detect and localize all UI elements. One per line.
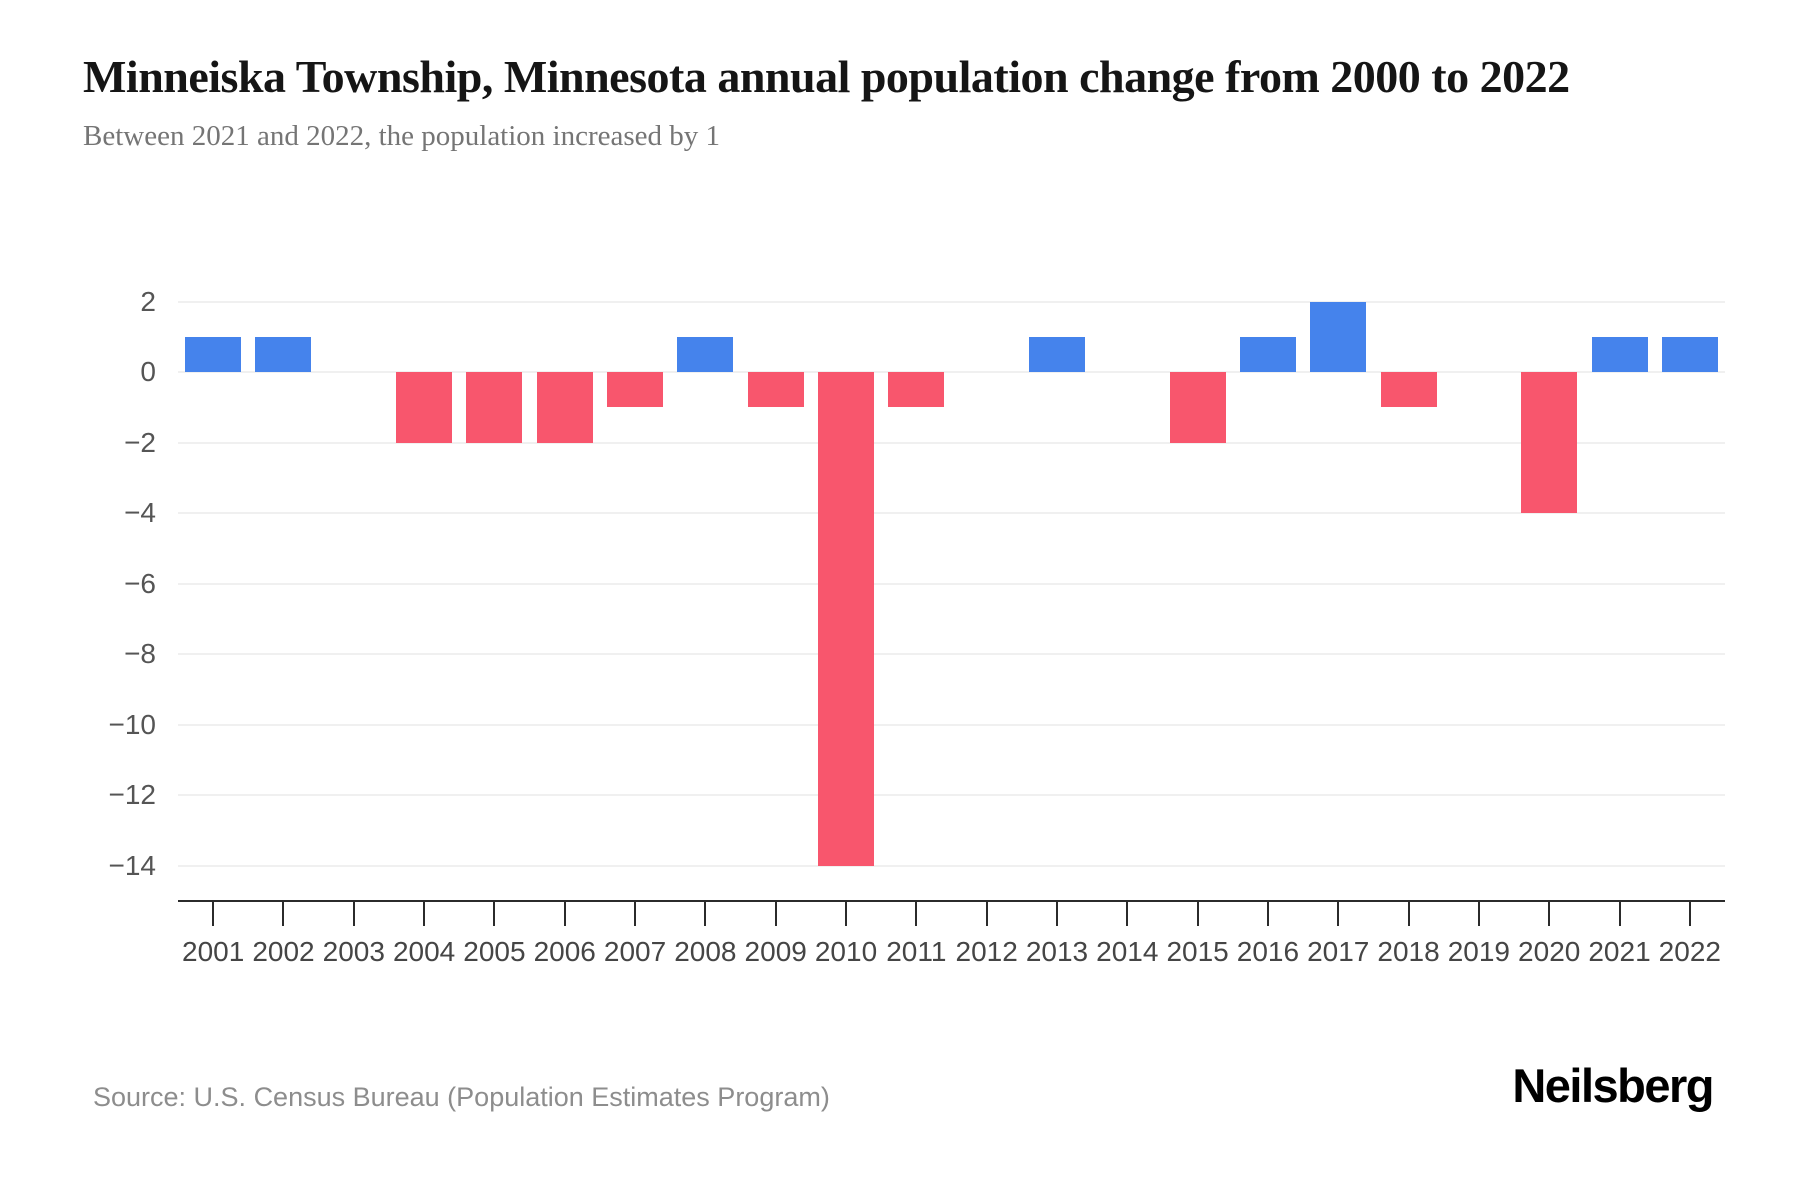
x-axis-tick-label: 2022 bbox=[1658, 936, 1721, 967]
bar-2002 bbox=[255, 336, 312, 372]
x-axis-tick bbox=[985, 902, 988, 926]
gridline bbox=[178, 300, 1725, 303]
x-axis-tick-label: 2018 bbox=[1377, 936, 1440, 967]
bar-2020 bbox=[1521, 372, 1578, 513]
x-axis-tick bbox=[212, 902, 215, 926]
x-axis-tick-label: 2003 bbox=[322, 936, 385, 967]
zero-gridline bbox=[178, 371, 1725, 373]
gridline bbox=[178, 512, 1725, 514]
x-axis-tick bbox=[845, 902, 848, 926]
x-axis-labels: 2001 2002 2003 2004 2005 2006 2007 2008 2009 2010… bbox=[178, 936, 1725, 972]
y-axis-tick-label: 2 bbox=[140, 285, 156, 317]
brand-logo: Neilsberg bbox=[1512, 1059, 1714, 1112]
source-text: Source: U.S. Census Bureau (Population E… bbox=[93, 1082, 830, 1112]
bar-2007 bbox=[607, 372, 664, 408]
gridline bbox=[178, 582, 1725, 585]
gridline bbox=[178, 794, 1725, 796]
y-axis-labels: 2 0 −2 −4 −6 −8 −10 −12 −14 bbox=[0, 250, 157, 900]
y-axis-tick-label: −12 bbox=[108, 779, 157, 810]
bar-2006 bbox=[536, 372, 593, 443]
x-axis-tick bbox=[493, 902, 496, 926]
x-axis-tick bbox=[774, 902, 777, 926]
plot-area bbox=[178, 250, 1725, 902]
bar-2008 bbox=[677, 336, 734, 372]
x-axis-tick-label: 2017 bbox=[1307, 936, 1370, 967]
x-axis-tick bbox=[282, 902, 285, 926]
x-axis-tick bbox=[1548, 902, 1551, 926]
gridline bbox=[178, 723, 1725, 726]
bar-2011 bbox=[888, 372, 945, 408]
x-axis-tick bbox=[1618, 902, 1621, 926]
x-axis-tick-label: 2021 bbox=[1588, 936, 1651, 967]
bar-2001 bbox=[185, 336, 242, 372]
y-axis-tick-label: −6 bbox=[124, 567, 156, 599]
x-axis-tick-label: 2015 bbox=[1166, 936, 1229, 967]
x-axis-tick bbox=[352, 902, 355, 926]
x-axis-tick bbox=[1407, 902, 1410, 926]
x-axis-tick bbox=[704, 902, 707, 926]
x-axis-tick bbox=[1337, 902, 1340, 926]
bar-2022 bbox=[1661, 336, 1718, 372]
x-axis-tick bbox=[423, 902, 426, 926]
y-axis-tick-label: 0 bbox=[140, 356, 156, 387]
x-axis-tick bbox=[915, 902, 918, 926]
x-axis-tick-label: 2008 bbox=[674, 936, 737, 967]
x-axis-tick-label: 2009 bbox=[744, 936, 807, 967]
x-axis-tick-label: 2012 bbox=[955, 936, 1018, 967]
x-axis-tick-label: 2010 bbox=[814, 936, 878, 967]
x-axis-tick-label: 2016 bbox=[1236, 936, 1300, 967]
bar-2010 bbox=[818, 372, 875, 866]
y-axis-tick-label: −8 bbox=[124, 638, 156, 669]
x-axis-tick-label: 2013 bbox=[1025, 936, 1089, 967]
y-axis-tick-label: −4 bbox=[124, 497, 156, 528]
x-axis-tick-label: 2002 bbox=[252, 936, 315, 967]
x-axis-tick-label: 2006 bbox=[533, 936, 596, 967]
bar-2005 bbox=[466, 372, 523, 443]
bar-2009 bbox=[747, 372, 804, 408]
x-axis-tick-label: 2001 bbox=[182, 936, 245, 967]
bar-2013 bbox=[1028, 336, 1085, 372]
bar-2004 bbox=[396, 372, 453, 443]
x-axis-tick bbox=[1055, 902, 1058, 926]
x-axis-tick-label: 2014 bbox=[1096, 936, 1159, 967]
gridline bbox=[178, 653, 1725, 655]
x-axis-tick bbox=[1688, 902, 1691, 926]
x-axis-tick bbox=[1266, 902, 1269, 926]
y-axis-tick-label: −14 bbox=[108, 849, 157, 881]
chart-title: Minneiska Township, Minnesota annual pop… bbox=[83, 51, 1570, 102]
bar-2018 bbox=[1380, 372, 1437, 408]
bar-2017 bbox=[1310, 301, 1367, 372]
bar-2021 bbox=[1591, 336, 1648, 372]
x-axis-tick bbox=[634, 902, 637, 926]
x-axis-tick bbox=[563, 902, 566, 926]
bar-2015 bbox=[1169, 372, 1226, 443]
x-axis-tick-label: 2005 bbox=[463, 936, 526, 967]
x-axis-tick-label: 2019 bbox=[1447, 936, 1511, 967]
x-axis-tick-label: 2004 bbox=[392, 936, 456, 967]
x-axis-tick bbox=[1126, 902, 1129, 926]
chart-subtitle: Between 2021 and 2022, the population in… bbox=[83, 120, 721, 152]
x-axis-ticks bbox=[178, 902, 1725, 928]
x-axis-tick bbox=[1196, 902, 1199, 926]
gridline bbox=[178, 441, 1725, 444]
x-axis-tick bbox=[1477, 902, 1480, 926]
y-axis-tick-label: −10 bbox=[108, 708, 157, 740]
y-axis-tick-label: −2 bbox=[124, 426, 156, 458]
x-axis-tick-label: 2011 bbox=[886, 936, 947, 967]
x-axis-tick-label: 2007 bbox=[603, 936, 667, 967]
bar-2016 bbox=[1239, 336, 1296, 372]
gridline bbox=[178, 864, 1725, 867]
x-axis-tick-label: 2020 bbox=[1518, 936, 1581, 967]
